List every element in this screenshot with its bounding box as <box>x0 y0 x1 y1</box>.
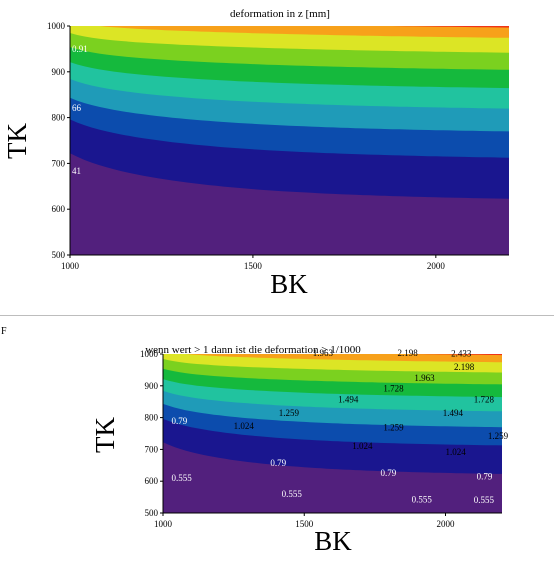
top-contour-chart-svg: 500 600 700 800 900 1000 1000 1500 2000 deformati… <box>2 8 509 299</box>
y-tick-label: 700 <box>52 158 66 168</box>
x-tick-label: 2000 <box>427 261 446 271</box>
contour-band <box>100 26 509 38</box>
contour-level-label: 0.555 <box>282 489 303 499</box>
x-tick-label: 1000 <box>61 261 80 271</box>
contour-band <box>391 26 509 28</box>
contour-level-label: 1.728 <box>383 384 404 394</box>
contour-level-label: 1.259 <box>488 431 509 441</box>
x-tick-label: 1500 <box>295 519 314 529</box>
contour-level-label: 1.728 <box>474 395 495 405</box>
contour-level-label: 0.79 <box>381 468 397 478</box>
chart-title: wenn wert > 1 dann ist die deformation >… <box>145 344 361 356</box>
x-tick-label: 1000 <box>154 519 173 529</box>
contour-level-label: 0.79 <box>172 416 188 426</box>
y-tick-label: 1000 <box>47 21 66 31</box>
y-tick-label: 900 <box>52 67 66 77</box>
contour-level-label: 0.555 <box>412 494 433 504</box>
x-tick-label: 1500 <box>244 261 263 271</box>
contour-level-label: 2.198 <box>454 362 475 372</box>
contour-edge-label: 41 <box>72 166 81 176</box>
y-tick-label: 800 <box>52 113 66 123</box>
contour-plot-area <box>70 26 509 255</box>
section-divider <box>0 315 554 316</box>
contour-band <box>411 354 502 356</box>
contour-level-label: 0.555 <box>474 495 495 505</box>
y-axis-label: TK <box>2 123 32 159</box>
contour-level-label: 1.494 <box>338 395 359 405</box>
contour-band <box>185 354 502 363</box>
y-tick-label: 900 <box>145 381 159 391</box>
y-tick-label: 500 <box>145 508 159 518</box>
section-marker: F <box>1 326 7 337</box>
contour-edge-label: 66 <box>72 103 82 113</box>
contour-plot-area <box>163 354 502 513</box>
x-tick-label: 2000 <box>437 519 456 529</box>
contour-level-label: 0.555 <box>172 473 193 483</box>
y-axis-label: TK <box>90 417 120 453</box>
y-tick-label: 600 <box>52 204 66 214</box>
chart-title: deformation in z [mm] <box>230 8 330 20</box>
y-tick-label: 700 <box>145 444 159 454</box>
contour-level-label: 1.963 <box>414 373 435 383</box>
y-tick-label: 800 <box>145 413 159 423</box>
contour-level-label: 1.259 <box>383 423 404 433</box>
contour-level-label: 1.024 <box>352 441 373 451</box>
y-tick-label: 1000 <box>140 349 159 359</box>
x-axis-label: BK <box>270 269 308 299</box>
y-tick-label: 600 <box>145 476 159 486</box>
contour-edge-label: 0.91 <box>72 44 88 54</box>
contour-level-label: 0.79 <box>270 458 286 468</box>
contour-level-label: 1.024 <box>234 421 255 431</box>
contour-level-label: 0.79 <box>477 472 493 482</box>
contour-level-label: 1.024 <box>446 447 467 457</box>
contour-level-label: 1.494 <box>443 408 464 418</box>
contour-level-label: 1.963 <box>313 348 334 358</box>
y-tick-label: 500 <box>52 250 66 260</box>
contour-level-label: 1.259 <box>279 408 300 418</box>
contour-level-label: 2.433 <box>451 349 472 359</box>
contour-level-label: 2.198 <box>398 348 419 358</box>
x-axis-label: BK <box>314 526 352 556</box>
